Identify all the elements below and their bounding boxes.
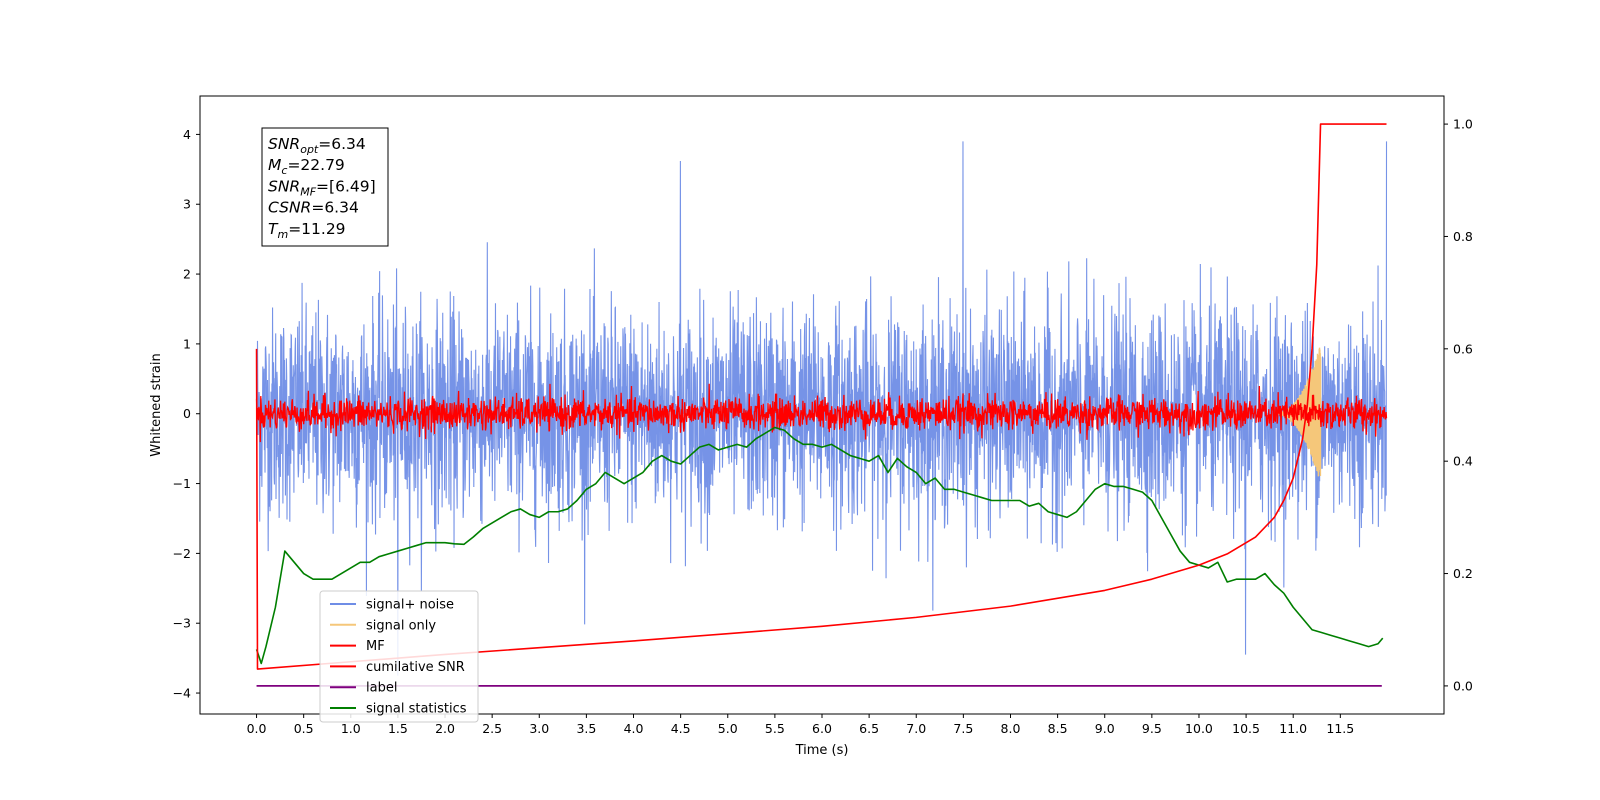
y-tick-label: −4	[173, 686, 191, 701]
x-tick-label: 0.0	[247, 721, 267, 736]
y-tick-label: −3	[173, 616, 191, 631]
x-tick-label: 9.0	[1095, 721, 1115, 736]
x-tick-label: 4.5	[671, 721, 691, 736]
axes: 0.0 0.5 1.0 1.5 2.0 2.5 3.0 3.5 4.0 4.5 5.0 5.5 6.0 6…	[173, 117, 1473, 736]
y-tick-label: 2	[183, 267, 191, 282]
y-tick-label: 1	[183, 336, 191, 351]
y-tick-label: 3	[183, 197, 191, 212]
legend-label: MF	[366, 639, 385, 654]
x-tick-label: 11.5	[1326, 721, 1354, 736]
info-box-line: Mc=22.79	[268, 156, 345, 177]
y-axis-label: Whitened strain	[149, 353, 164, 456]
y-right-tick-label: 0.2	[1453, 566, 1473, 581]
legend-label: signal only	[366, 618, 436, 633]
x-tick-label: 6.5	[859, 721, 879, 736]
x-tick-label: 7.0	[906, 721, 926, 736]
x-axis-label: Time (s)	[795, 743, 849, 758]
y-tick-label: −1	[173, 476, 191, 491]
x-tick-label: 1.0	[341, 721, 361, 736]
series-signal-noise	[256, 141, 1388, 676]
info-box-line: SNRMF=[6.49]	[268, 177, 376, 198]
x-tick-label: 6.0	[812, 721, 832, 736]
x-tick-label: 3.0	[529, 721, 549, 736]
x-tick-label: 2.5	[482, 721, 502, 736]
x-tick-label: 7.5	[953, 721, 973, 736]
legend-label: signal statistics	[366, 702, 467, 717]
x-tick-label: 5.5	[765, 721, 785, 736]
y-right-tick-label: 0.4	[1453, 454, 1473, 469]
x-tick-label: 4.0	[624, 721, 644, 736]
x-tick-label: 1.5	[388, 721, 408, 736]
info-box-line: CSNR=6.34	[268, 199, 359, 217]
x-tick-label: 3.5	[576, 721, 596, 736]
x-tick-label: 11.0	[1279, 721, 1307, 736]
series-cumulative-snr	[255, 123, 1387, 670]
legend-label: cumilative SNR	[366, 660, 465, 675]
y-right-tick-label: 0.8	[1453, 229, 1473, 244]
y-right-tick-label: 0.0	[1453, 678, 1473, 693]
x-tick-label: 8.0	[1001, 721, 1021, 736]
legend-label: label	[366, 681, 397, 696]
info-box-line: Tm=11.29	[268, 220, 346, 241]
x-tick-label: 0.5	[294, 721, 314, 736]
y-right-tick-label: 1.0	[1453, 117, 1473, 132]
x-tick-label: 10.5	[1232, 721, 1260, 736]
x-tick-label: 9.5	[1142, 721, 1162, 736]
legend: signal+ noise signal only MF cumilative SNR…	[319, 590, 479, 723]
series-mf	[255, 383, 1388, 443]
series-signal-statistics	[255, 426, 1384, 665]
x-tick-label: 8.5	[1048, 721, 1068, 736]
info-box: SNRopt=6.34Mc=22.79SNRMF=[6.49]CSNR=6.34…	[261, 127, 389, 247]
info-box-line: SNRopt=6.34	[268, 135, 366, 156]
y-tick-label: 0	[183, 406, 191, 421]
x-tick-label: 5.0	[718, 721, 738, 736]
x-tick-label: 2.0	[435, 721, 455, 736]
y-tick-label: 4	[183, 127, 191, 142]
x-tick-label: 10.0	[1185, 721, 1213, 736]
y-right-tick-label: 0.6	[1453, 341, 1473, 356]
legend-label: signal+ noise	[366, 598, 454, 613]
y-tick-label: −2	[173, 546, 191, 561]
